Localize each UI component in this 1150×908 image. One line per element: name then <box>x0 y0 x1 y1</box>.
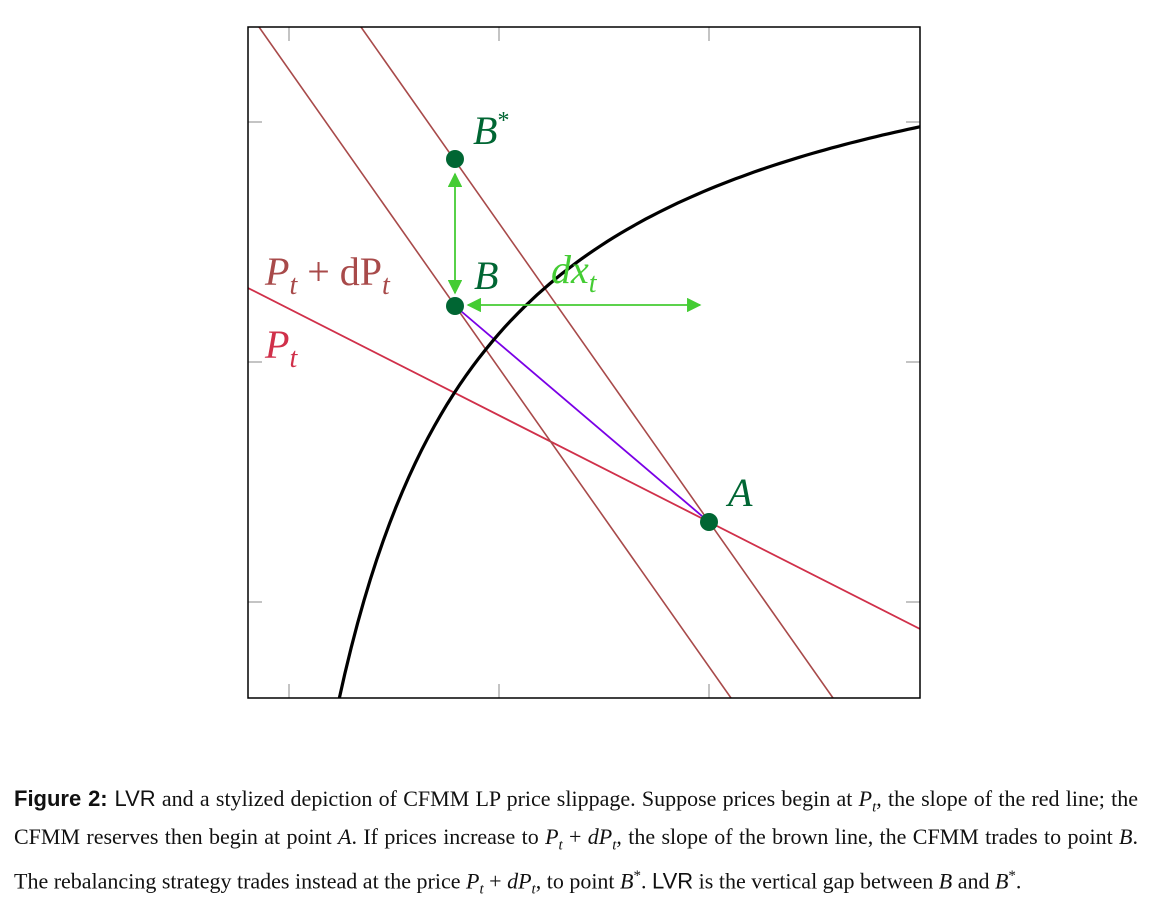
point-a <box>700 513 718 531</box>
axis-ticks <box>248 27 920 698</box>
caption-label: Figure 2: <box>14 786 108 811</box>
plot-frame <box>247 26 921 699</box>
label-bstar: B* <box>473 108 509 153</box>
point-b <box>446 297 464 315</box>
red-price-line <box>248 287 920 630</box>
brown-price-line-through-b <box>258 27 732 698</box>
cfmm-diagram: B* B A dxt Pt + dPt Pt <box>247 26 921 699</box>
label-b: B <box>474 253 498 298</box>
figure-caption: Figure 2: LVR and a stylized depiction o… <box>14 786 1138 898</box>
purple-chord <box>454 305 710 523</box>
label-a: A <box>725 470 753 515</box>
point-bstar <box>446 150 464 168</box>
label-dx: dxt <box>551 247 598 299</box>
label-pt: Pt <box>264 322 298 374</box>
label-pt-plus-dpt: Pt + dPt <box>264 249 391 301</box>
brown-price-line-through-bstar <box>360 27 834 698</box>
cfmm-curve <box>337 125 920 698</box>
